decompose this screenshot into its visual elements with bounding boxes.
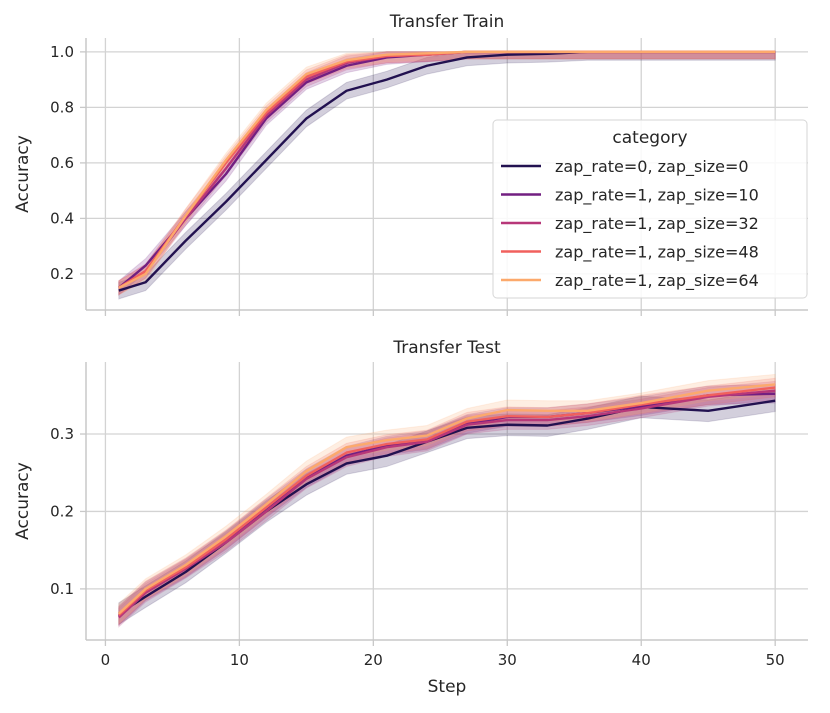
x-tick-label: 20 — [364, 651, 383, 669]
y-axis-label: Accuracy — [13, 462, 33, 540]
legend-entry: zap_rate=0, zap_size=0 — [555, 157, 749, 177]
legend-frame — [492, 119, 808, 299]
grid — [80, 362, 808, 646]
y-axis-label: Accuracy — [13, 135, 33, 213]
x-tick-label: 0 — [101, 651, 111, 669]
ci-band — [118, 51, 776, 296]
legend-entry: zap_rate=1, zap_size=48 — [555, 243, 759, 263]
ci-band — [118, 389, 776, 626]
panel-transfer-test: Transfer Test Accuracy Step 0 10 20 30 40 50 0… — [13, 338, 808, 697]
y-tick-label: 0.3 — [50, 425, 74, 443]
y-tick-label: 0.2 — [50, 502, 74, 520]
x-tick-label: 40 — [632, 651, 651, 669]
legend-title: category — [612, 128, 687, 148]
y-tick-label: 1.0 — [50, 43, 74, 61]
x-tick-label: 10 — [230, 651, 249, 669]
y-tick-label: 0.6 — [50, 154, 74, 172]
series-line — [118, 389, 776, 619]
x-axis-label: Step — [428, 677, 467, 697]
legend-entry: zap_rate=1, zap_size=10 — [555, 186, 759, 206]
y-tick-label: 0.8 — [50, 98, 74, 116]
series-line — [118, 383, 776, 615]
x-tick-label: 50 — [766, 651, 785, 669]
series-line — [118, 50, 776, 289]
legend-entry: zap_rate=1, zap_size=64 — [555, 271, 759, 291]
y-tick-label: 0.2 — [50, 265, 74, 283]
legend: category zap_rate=0, zap_size=0 zap_rate=… — [492, 119, 808, 299]
panel-title: Transfer Train — [389, 12, 505, 32]
y-tick-label: 0.4 — [50, 209, 74, 227]
x-tick-label: 30 — [498, 651, 517, 669]
series-line — [118, 386, 776, 617]
panel-title: Transfer Test — [392, 338, 501, 358]
legend-entry: zap_rate=1, zap_size=32 — [555, 214, 759, 234]
y-tick-label: 0.1 — [50, 580, 74, 598]
